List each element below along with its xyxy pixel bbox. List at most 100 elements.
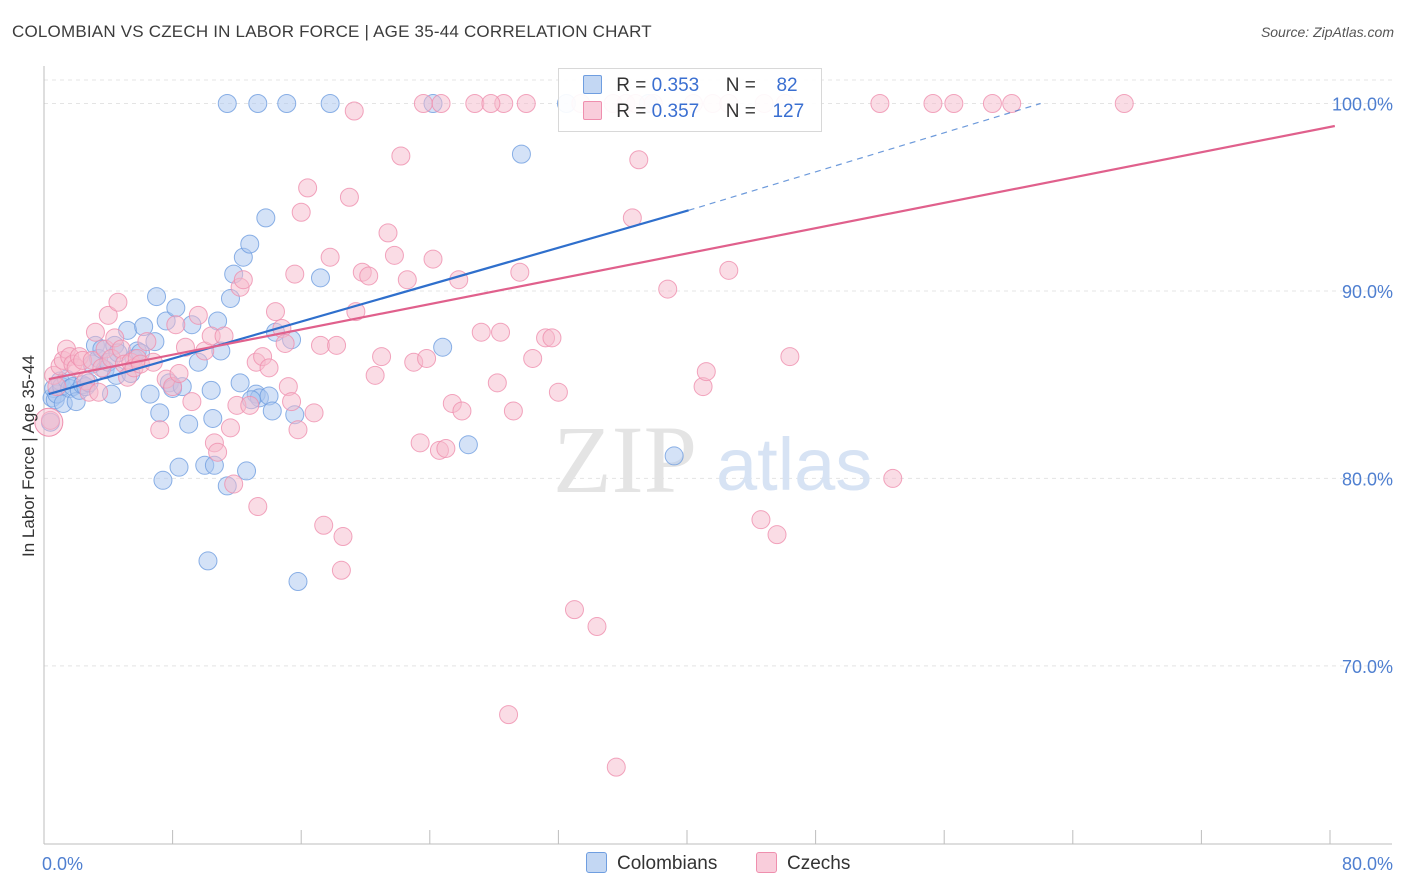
colombian-point <box>433 337 453 357</box>
n-value: 127 <box>772 101 805 122</box>
czech-point <box>34 407 64 437</box>
colombian-point <box>288 572 308 592</box>
czechs-swatch <box>583 101 602 120</box>
czech-point <box>499 705 519 725</box>
czech-point <box>883 468 903 488</box>
r-label: R = <box>616 101 647 122</box>
czech-point <box>487 373 507 393</box>
czech-point <box>372 347 392 367</box>
watermark-atlas: atlas <box>716 423 872 506</box>
colombian-point <box>248 93 268 113</box>
czech-point <box>417 348 437 368</box>
czech-point <box>423 249 443 269</box>
r-label: R = <box>616 75 647 96</box>
czech-point <box>1114 93 1134 113</box>
czech-point <box>503 401 523 421</box>
czech-point <box>108 292 128 312</box>
colombian-point <box>169 457 189 477</box>
czech-point <box>696 362 716 382</box>
colombian-point <box>511 144 531 164</box>
chart-title: COLOMBIAN VS CZECH IN LABOR FORCE | AGE … <box>12 22 652 41</box>
tick-labels: 70.0% 80.0% 90.0% 100.0% 0.0% 80.0% <box>42 94 1393 874</box>
trend-lines <box>48 102 1336 396</box>
colombian-point <box>203 408 223 428</box>
colombian-point <box>166 298 186 318</box>
axes <box>43 66 1392 845</box>
czech-point <box>471 322 491 342</box>
czechs-trend-line <box>48 124 1336 381</box>
czech-point <box>240 395 260 415</box>
czech-point <box>85 322 105 342</box>
legend-item-colombians[interactable]: Colombians <box>586 852 717 875</box>
x-tick-label: 80.0% <box>1342 854 1393 874</box>
czech-point <box>564 600 584 620</box>
colombian-point <box>150 403 170 423</box>
czech-point <box>481 93 501 113</box>
czech-point <box>304 403 324 423</box>
y-tick-label: 100.0% <box>1332 94 1393 114</box>
czech-point <box>1002 93 1022 113</box>
czech-point <box>233 270 253 290</box>
series-legend: Colombians Czechs <box>0 850 1406 880</box>
czech-point <box>150 420 170 440</box>
czech-point <box>285 264 305 284</box>
legend-item-czechs[interactable]: Czechs <box>756 852 850 875</box>
czech-point <box>339 187 359 207</box>
colombian-point <box>153 470 173 490</box>
czech-point <box>465 93 485 113</box>
legend-label-colombians: Colombians <box>617 853 718 874</box>
czech-point <box>331 560 351 580</box>
czech-point <box>410 433 430 453</box>
czech-point <box>510 262 530 282</box>
y-tick-label: 70.0% <box>1342 657 1393 677</box>
czech-point <box>658 279 678 299</box>
n-label: N = <box>725 101 756 122</box>
n-value: 82 <box>776 75 798 96</box>
czech-point <box>452 401 472 421</box>
czech-point <box>542 328 562 348</box>
czech-point <box>629 150 649 170</box>
czech-point <box>944 93 964 113</box>
czech-point <box>523 348 543 368</box>
czech-point <box>291 202 311 222</box>
colombians-legend-swatch <box>586 852 607 873</box>
y-tick-label: 90.0% <box>1342 282 1393 302</box>
r-value: 0.357 <box>651 101 700 122</box>
czech-point <box>606 757 626 777</box>
colombian-point <box>179 414 199 434</box>
czech-point <box>333 527 353 547</box>
colombian-point <box>262 401 282 421</box>
stats-legend-row-colombians: R = 0.353 N = 82 <box>583 75 798 101</box>
czech-point <box>166 315 186 335</box>
colombian-point <box>147 287 167 307</box>
czech-point <box>780 347 800 367</box>
czech-point <box>310 335 330 355</box>
stats-legend: R = 0.353 N = 82 R = 0.357 N = 127 <box>558 68 822 132</box>
czech-point <box>98 305 118 325</box>
x-tick-label: 0.0% <box>42 854 83 874</box>
colombian-point <box>201 380 221 400</box>
r-value: 0.353 <box>651 75 700 96</box>
czech-point <box>359 266 379 286</box>
czech-point <box>220 418 240 438</box>
czech-point <box>259 358 279 378</box>
czech-point <box>288 420 308 440</box>
czech-point <box>182 392 202 412</box>
stats-legend-row-czechs: R = 0.357 N = 127 <box>583 101 804 127</box>
colombian-point <box>237 461 257 481</box>
y-tick-label: 80.0% <box>1342 469 1393 489</box>
czech-point <box>320 247 340 267</box>
colombians-trend-line <box>48 209 689 396</box>
colombian-point <box>217 93 237 113</box>
czech-point <box>491 322 511 342</box>
czech-point <box>137 332 157 352</box>
colombian-point <box>198 551 218 571</box>
czech-point <box>548 382 568 402</box>
colombian-point <box>240 234 260 254</box>
czech-point <box>344 101 364 121</box>
czech-point <box>413 93 433 113</box>
colombian-point <box>320 93 340 113</box>
colombian-point <box>230 373 250 393</box>
czech-point <box>767 525 787 545</box>
